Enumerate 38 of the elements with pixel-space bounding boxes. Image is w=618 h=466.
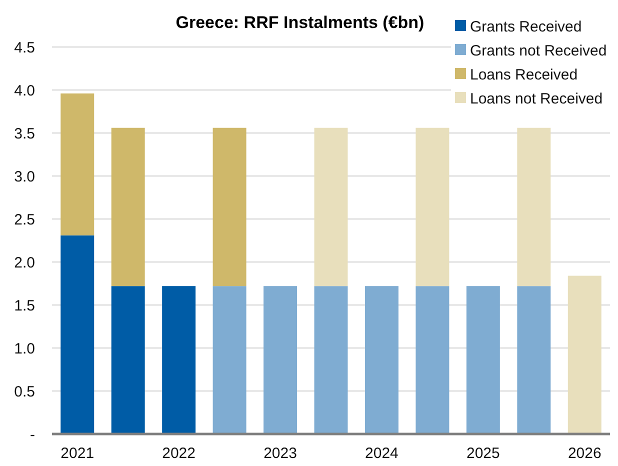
bar — [568, 276, 602, 434]
y-tick-label: 3.5 — [14, 125, 35, 142]
y-tick-label: - — [30, 426, 35, 444]
legend-label: Grants Received — [470, 18, 582, 36]
y-tick-label: 4.0 — [14, 82, 35, 100]
bar — [364, 286, 398, 434]
bar — [466, 286, 500, 434]
bar — [111, 286, 145, 434]
x-tick-label: 2026 — [568, 445, 602, 462]
bar — [416, 286, 450, 434]
bar — [314, 128, 348, 286]
bar — [314, 286, 348, 434]
y-tick-label: 3.0 — [14, 168, 35, 186]
bar — [212, 128, 246, 286]
bar — [517, 128, 551, 286]
bar — [162, 286, 196, 434]
y-tick-label: 1.0 — [14, 340, 35, 358]
legend-label: Loans Received — [470, 66, 578, 84]
y-tick-label: 1.5 — [14, 297, 35, 314]
bar — [212, 286, 246, 434]
bar — [111, 128, 145, 286]
bar — [60, 93, 94, 236]
legend-label: Grants not Received — [470, 42, 607, 60]
chart-title: Greece: RRF Instalments (€bn) — [176, 13, 424, 32]
y-tick-label: 2.0 — [14, 254, 35, 272]
bar — [264, 286, 298, 434]
x-tick-label: 2022 — [162, 445, 196, 462]
x-tick-label: 2024 — [365, 445, 398, 462]
bar — [60, 235, 94, 434]
legend-label: Loans not Received — [470, 90, 603, 108]
y-tick-label: 0.5 — [14, 383, 35, 400]
x-tick-label: 2023 — [264, 445, 297, 462]
y-tick-label: 4.5 — [14, 39, 35, 56]
bar — [517, 286, 551, 434]
y-tick-label: 2.5 — [14, 211, 35, 228]
bar — [416, 128, 450, 286]
x-tick-label: 2021 — [60, 445, 94, 462]
x-tick-label: 2025 — [466, 445, 500, 462]
